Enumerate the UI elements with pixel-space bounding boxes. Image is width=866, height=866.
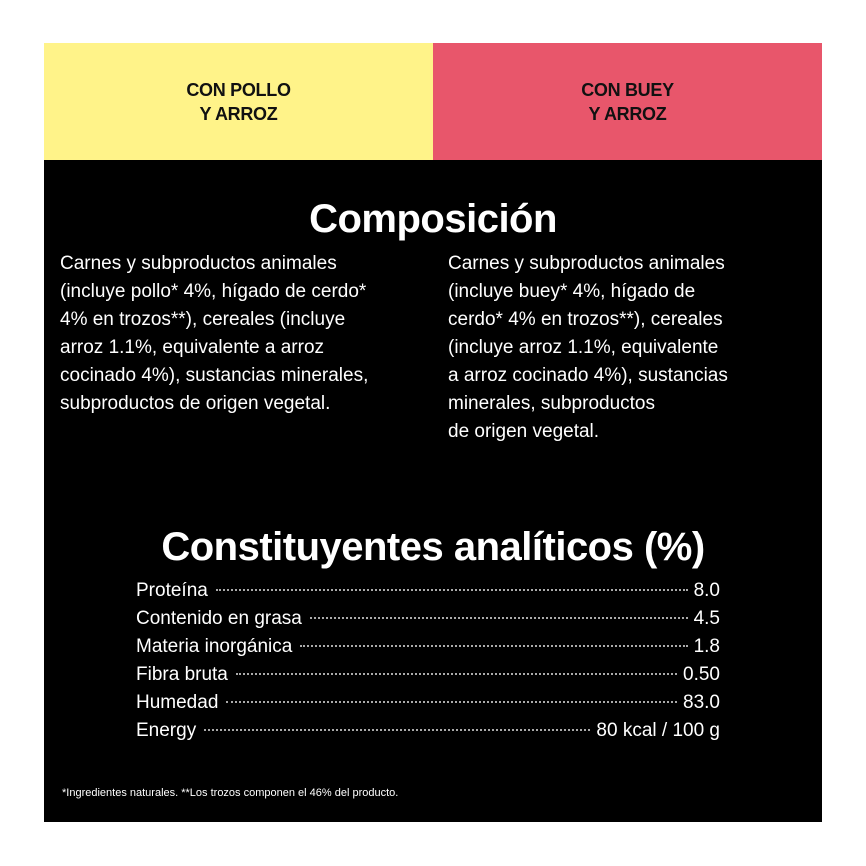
row-value: 8.0 — [693, 580, 720, 601]
variant-header-beef-line1: CON BUEY — [581, 79, 674, 100]
composition-line: (incluye buey* 4%, hígado de — [448, 281, 696, 302]
row-value: 4.5 — [693, 608, 720, 629]
composition-text-chicken: Carnes y subproductos animales (incluye … — [60, 250, 368, 418]
dot-leader — [235, 673, 678, 675]
table-row: Energy 80 kcal / 100 g — [136, 717, 720, 745]
row-name: Fibra bruta — [136, 664, 228, 685]
row-name: Materia inorgánica — [136, 636, 293, 657]
nutrition-panel: CON POLLO Y ARROZ CON BUEY Y ARROZ Compo… — [44, 43, 822, 822]
analytical-title: Constituyentes analíticos (%) — [161, 525, 705, 569]
composition-title: Composición — [309, 197, 557, 241]
table-row: Fibra bruta 0.50 — [136, 661, 720, 689]
table-row: Humedad 83.0 — [136, 689, 720, 717]
row-value: 1.8 — [693, 636, 720, 657]
table-row: Proteína 8.0 — [136, 577, 720, 605]
composition-line: Carnes y subproductos animales — [60, 253, 337, 274]
composition-line: (incluye pollo* 4%, hígado de cerdo* — [60, 281, 367, 302]
dot-leader — [226, 701, 678, 703]
composition-text-beef: Carnes y subproductos animales (incluye … — [448, 250, 728, 446]
variant-header-chicken-line2: Y ARROZ — [199, 103, 278, 124]
dot-leader — [215, 589, 688, 591]
composition-line: Carnes y subproductos animales — [448, 253, 725, 274]
dot-leader — [309, 617, 688, 619]
analytical-table: Proteína 8.0 Contenido en grasa 4.5 Mate… — [136, 577, 720, 745]
variant-header-beef-line2: Y ARROZ — [588, 103, 667, 124]
footnote: *Ingredientes naturales. **Los trozos co… — [62, 787, 399, 799]
row-name: Energy — [136, 720, 197, 741]
variant-header-chicken-line1: CON POLLO — [186, 79, 291, 100]
composition-line: (incluye arroz 1.1%, equivalente — [448, 337, 719, 358]
composition-line: minerales, subproductos — [448, 393, 655, 414]
composition-line: arroz 1.1%, equivalente a arroz — [60, 337, 325, 358]
composition-line: subproductos de origen vegetal. — [60, 393, 331, 414]
row-value: 80 kcal / 100 g — [596, 720, 720, 741]
composition-line: a arroz cocinado 4%), sustancias — [448, 365, 728, 386]
composition-line: 4% en trozos**), cereales (incluye — [60, 309, 346, 330]
table-row: Contenido en grasa 4.5 — [136, 605, 720, 633]
row-value: 0.50 — [683, 664, 720, 685]
dot-leader — [204, 729, 591, 731]
variant-header-chicken: CON POLLO Y ARROZ — [44, 43, 433, 160]
row-name: Contenido en grasa — [136, 608, 302, 629]
composition-line: de origen vegetal. — [448, 421, 600, 442]
row-value: 83.0 — [683, 692, 720, 713]
table-row: Materia inorgánica 1.8 — [136, 633, 720, 661]
variant-header-beef: CON BUEY Y ARROZ — [433, 43, 822, 160]
dot-leader — [300, 645, 688, 647]
row-name: Humedad — [136, 692, 219, 713]
composition-line: cerdo* 4% en trozos**), cereales — [448, 309, 723, 330]
row-name: Proteína — [136, 580, 208, 601]
composition-line: cocinado 4%), sustancias minerales, — [60, 365, 369, 386]
